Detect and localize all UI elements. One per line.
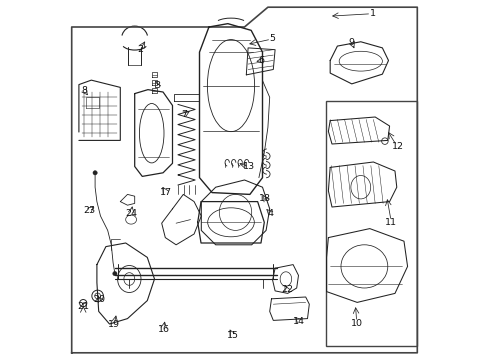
Text: 24: 24 [125, 209, 137, 217]
Text: 3: 3 [154, 81, 160, 90]
Text: 4: 4 [267, 209, 273, 217]
Text: 21: 21 [77, 302, 89, 311]
Text: 13: 13 [242, 162, 254, 171]
Text: 23: 23 [83, 206, 95, 215]
Text: 14: 14 [293, 317, 305, 325]
Text: 22: 22 [281, 285, 292, 294]
Text: 1: 1 [369, 9, 375, 18]
Text: 16: 16 [157, 325, 169, 334]
Circle shape [113, 271, 117, 276]
Text: 5: 5 [269, 34, 275, 43]
Text: 19: 19 [108, 320, 120, 329]
Text: 9: 9 [348, 38, 354, 47]
Text: 18: 18 [259, 194, 271, 203]
Text: 17: 17 [160, 188, 172, 197]
Text: 8: 8 [81, 86, 87, 95]
Text: 6: 6 [258, 56, 264, 65]
Bar [325, 101, 416, 346]
Circle shape [93, 171, 97, 175]
Text: 20: 20 [94, 295, 105, 304]
Text: 11: 11 [385, 218, 397, 227]
Text: 15: 15 [226, 331, 239, 340]
Text: 7: 7 [181, 110, 186, 119]
Text: 2: 2 [137, 45, 143, 54]
Text: 12: 12 [391, 143, 403, 152]
Text: 10: 10 [350, 319, 362, 328]
